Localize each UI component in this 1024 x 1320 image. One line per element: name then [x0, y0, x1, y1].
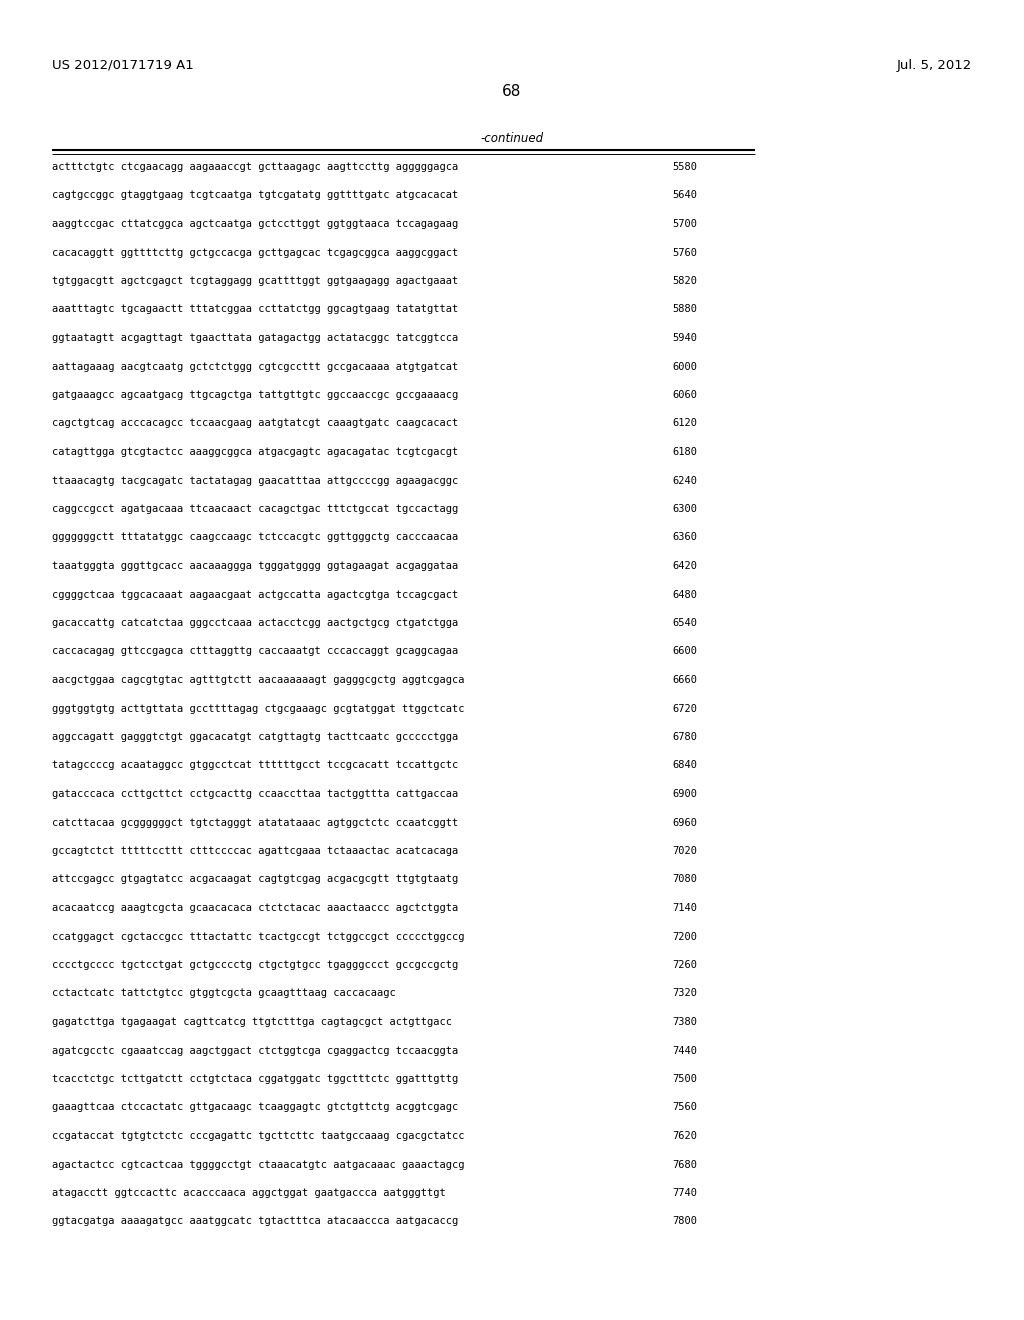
Text: 7560: 7560: [672, 1102, 697, 1113]
Text: 5700: 5700: [672, 219, 697, 228]
Text: 7140: 7140: [672, 903, 697, 913]
Text: gagatcttga tgagaagat cagttcatcg ttgtctttga cagtagcgct actgttgacc: gagatcttga tgagaagat cagttcatcg ttgtcttt…: [52, 1016, 452, 1027]
Text: 5580: 5580: [672, 162, 697, 172]
Text: 7260: 7260: [672, 960, 697, 970]
Text: 6600: 6600: [672, 647, 697, 656]
Text: 6120: 6120: [672, 418, 697, 429]
Text: ttaaacagtg tacgcagatc tactatagag gaacatttaa attgccccgg agaagacggc: ttaaacagtg tacgcagatc tactatagag gaacatt…: [52, 475, 459, 486]
Text: 7200: 7200: [672, 932, 697, 941]
Text: cagtgccggc gtaggtgaag tcgtcaatga tgtcgatatg ggttttgatc atgcacacat: cagtgccggc gtaggtgaag tcgtcaatga tgtcgat…: [52, 190, 459, 201]
Text: tgtggacgtt agctcgagct tcgtaggagg gcattttggt ggtgaagagg agactgaaat: tgtggacgtt agctcgagct tcgtaggagg gcatttt…: [52, 276, 459, 286]
Text: 7080: 7080: [672, 874, 697, 884]
Text: 7740: 7740: [672, 1188, 697, 1199]
Text: ggtacgatga aaaagatgcc aaatggcatc tgtactttca atacaaccca aatgacaccg: ggtacgatga aaaagatgcc aaatggcatc tgtactt…: [52, 1217, 459, 1226]
Text: 6720: 6720: [672, 704, 697, 714]
Text: ccgataccat tgtgtctctc cccgagattc tgcttcttc taatgccaaag cgacgctatcc: ccgataccat tgtgtctctc cccgagattc tgcttct…: [52, 1131, 465, 1140]
Text: attccgagcc gtgagtatcc acgacaagat cagtgtcgag acgacgcgtt ttgtgtaatg: attccgagcc gtgagtatcc acgacaagat cagtgtc…: [52, 874, 459, 884]
Text: gccagtctct tttttccttt ctttccccac agattcgaaa tctaaactac acatcacaga: gccagtctct tttttccttt ctttccccac agattcg…: [52, 846, 459, 855]
Text: tcacctctgc tcttgatctt cctgtctaca cggatggatc tggctttctc ggatttgttg: tcacctctgc tcttgatctt cctgtctaca cggatgg…: [52, 1074, 459, 1084]
Text: 6960: 6960: [672, 817, 697, 828]
Text: 6540: 6540: [672, 618, 697, 628]
Text: 6840: 6840: [672, 760, 697, 771]
Text: ccatggagct cgctaccgcc tttactattc tcactgccgt tctggccgct ccccctggccg: ccatggagct cgctaccgcc tttactattc tcactgc…: [52, 932, 465, 941]
Text: actttctgtc ctcgaacagg aagaaaccgt gcttaagagc aagttccttg agggggagca: actttctgtc ctcgaacagg aagaaaccgt gcttaag…: [52, 162, 459, 172]
Text: 68: 68: [503, 84, 521, 99]
Text: taaatgggta gggttgcacc aacaaaggga tgggatgggg ggtagaagat acgaggataa: taaatgggta gggttgcacc aacaaaggga tgggatg…: [52, 561, 459, 572]
Text: gacaccattg catcatctaa gggcctcaaa actacctcgg aactgctgcg ctgatctgga: gacaccattg catcatctaa gggcctcaaa actacct…: [52, 618, 459, 628]
Text: 6300: 6300: [672, 504, 697, 513]
Text: 7320: 7320: [672, 989, 697, 998]
Text: US 2012/0171719 A1: US 2012/0171719 A1: [52, 58, 194, 71]
Text: 6900: 6900: [672, 789, 697, 799]
Text: gatacccaca ccttgcttct cctgcacttg ccaaccttaa tactggttta cattgaccaa: gatacccaca ccttgcttct cctgcacttg ccaacct…: [52, 789, 459, 799]
Text: cggggctcaa tggcacaaat aagaacgaat actgccatta agactcgtga tccagcgact: cggggctcaa tggcacaaat aagaacgaat actgcca…: [52, 590, 459, 599]
Text: 7020: 7020: [672, 846, 697, 855]
Text: catagttgga gtcgtactcc aaaggcggca atgacgagtc agacagatac tcgtcgacgt: catagttgga gtcgtactcc aaaggcggca atgacga…: [52, 447, 459, 457]
Text: aattagaaag aacgtcaatg gctctctggg cgtcgccttt gccgacaaaa atgtgatcat: aattagaaag aacgtcaatg gctctctggg cgtcgcc…: [52, 362, 459, 371]
Text: 6000: 6000: [672, 362, 697, 371]
Text: catcttacaa gcggggggct tgtctagggt atatataaac agtggctctc ccaatcggtt: catcttacaa gcggggggct tgtctagggt atatata…: [52, 817, 459, 828]
Text: cccctgcccc tgctcctgat gctgcccctg ctgctgtgcc tgagggccct gccgccgctg: cccctgcccc tgctcctgat gctgcccctg ctgctgt…: [52, 960, 459, 970]
Text: 6480: 6480: [672, 590, 697, 599]
Text: 5640: 5640: [672, 190, 697, 201]
Text: 6360: 6360: [672, 532, 697, 543]
Text: cacacaggtt ggttttcttg gctgccacga gcttgagcac tcgagcggca aaggcggact: cacacaggtt ggttttcttg gctgccacga gcttgag…: [52, 248, 459, 257]
Text: aaatttagtc tgcagaactt tttatcggaa ccttatctgg ggcagtgaag tatatgttat: aaatttagtc tgcagaactt tttatcggaa ccttatc…: [52, 305, 459, 314]
Text: 7680: 7680: [672, 1159, 697, 1170]
Text: 5820: 5820: [672, 276, 697, 286]
Text: gggggggctt tttatatggc caagccaagc tctccacgtc ggttgggctg cacccaacaa: gggggggctt tttatatggc caagccaagc tctccac…: [52, 532, 459, 543]
Text: tatagccccg acaataggcc gtggcctcat ttttttgcct tccgcacatt tccattgctc: tatagccccg acaataggcc gtggcctcat ttttttg…: [52, 760, 459, 771]
Text: aaggtccgac cttatcggca agctcaatga gctccttggt ggtggtaaca tccagagaag: aaggtccgac cttatcggca agctcaatga gctcctt…: [52, 219, 459, 228]
Text: 7440: 7440: [672, 1045, 697, 1056]
Text: 6240: 6240: [672, 475, 697, 486]
Text: 7800: 7800: [672, 1217, 697, 1226]
Text: atagacctt ggtccacttc acacccaaca aggctggat gaatgaccca aatgggttgt: atagacctt ggtccacttc acacccaaca aggctgga…: [52, 1188, 445, 1199]
Text: agactactcc cgtcactcaa tggggcctgt ctaaacatgtc aatgacaaac gaaactagcg: agactactcc cgtcactcaa tggggcctgt ctaaaca…: [52, 1159, 465, 1170]
Text: ggtaatagtt acgagttagt tgaacttata gatagactgg actatacggc tatcggtcca: ggtaatagtt acgagttagt tgaacttata gatagac…: [52, 333, 459, 343]
Text: acacaatccg aaagtcgcta gcaacacaca ctctctacac aaactaaccc agctctggta: acacaatccg aaagtcgcta gcaacacaca ctctcta…: [52, 903, 459, 913]
Text: aacgctggaa cagcgtgtac agtttgtctt aacaaaaaagt gagggcgctg aggtcgagca: aacgctggaa cagcgtgtac agtttgtctt aacaaaa…: [52, 675, 465, 685]
Text: Jul. 5, 2012: Jul. 5, 2012: [897, 58, 972, 71]
Text: 5940: 5940: [672, 333, 697, 343]
Text: -continued: -continued: [480, 132, 544, 144]
Text: 7380: 7380: [672, 1016, 697, 1027]
Text: 6420: 6420: [672, 561, 697, 572]
Text: aggccagatt gagggtctgt ggacacatgt catgttagtg tacttcaatc gccccctgga: aggccagatt gagggtctgt ggacacatgt catgtta…: [52, 733, 459, 742]
Text: gatgaaagcc agcaatgacg ttgcagctga tattgttgtc ggccaaccgc gccgaaaacg: gatgaaagcc agcaatgacg ttgcagctga tattgtt…: [52, 389, 459, 400]
Text: cagctgtcag acccacagcc tccaacgaag aatgtatcgt caaagtgatc caagcacact: cagctgtcag acccacagcc tccaacgaag aatgtat…: [52, 418, 459, 429]
Text: cctactcatc tattctgtcc gtggtcgcta gcaagtttaag caccacaagc: cctactcatc tattctgtcc gtggtcgcta gcaagtt…: [52, 989, 395, 998]
Text: gggtggtgtg acttgttata gccttttagag ctgcgaaagc gcgtatggat ttggctcatc: gggtggtgtg acttgttata gccttttagag ctgcga…: [52, 704, 465, 714]
Text: 5880: 5880: [672, 305, 697, 314]
Text: caccacagag gttccgagca ctttaggttg caccaaatgt cccaccaggt gcaggcagaa: caccacagag gttccgagca ctttaggttg caccaaa…: [52, 647, 459, 656]
Text: 7500: 7500: [672, 1074, 697, 1084]
Text: 5760: 5760: [672, 248, 697, 257]
Text: 6060: 6060: [672, 389, 697, 400]
Text: gaaagttcaa ctccactatc gttgacaagc tcaaggagtc gtctgttctg acggtcgagc: gaaagttcaa ctccactatc gttgacaagc tcaagga…: [52, 1102, 459, 1113]
Text: 6660: 6660: [672, 675, 697, 685]
Text: caggccgcct agatgacaaa ttcaacaact cacagctgac tttctgccat tgccactagg: caggccgcct agatgacaaa ttcaacaact cacagct…: [52, 504, 459, 513]
Text: 6180: 6180: [672, 447, 697, 457]
Text: 6780: 6780: [672, 733, 697, 742]
Text: agatcgcctc cgaaatccag aagctggact ctctggtcga cgaggactcg tccaacggta: agatcgcctc cgaaatccag aagctggact ctctggt…: [52, 1045, 459, 1056]
Text: 7620: 7620: [672, 1131, 697, 1140]
